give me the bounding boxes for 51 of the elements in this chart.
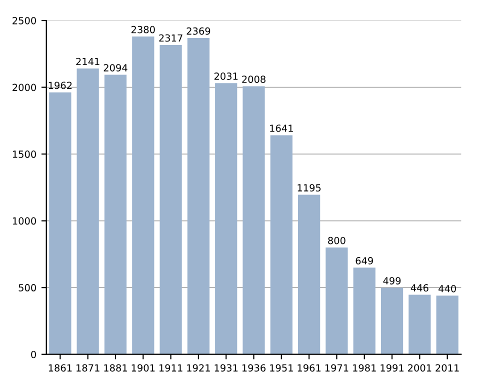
x-tick-label: 1881: [104, 364, 127, 372]
data-label: 1962: [48, 82, 72, 90]
data-label: 446: [410, 284, 428, 292]
bar: [270, 135, 292, 354]
bar: [242, 86, 265, 354]
data-label: 2380: [131, 26, 155, 34]
x-tick-label: 2001: [408, 364, 432, 372]
x-tick-label: 1861: [48, 364, 72, 372]
bar: [104, 74, 127, 354]
y-tick-label: 1500: [12, 150, 36, 158]
x-tick-label: 2011: [436, 364, 459, 372]
x-tick-label: 1911: [159, 364, 182, 372]
x-tick-label: 1931: [214, 364, 238, 372]
data-label: 2369: [186, 27, 210, 35]
data-label: 2317: [159, 34, 182, 42]
x-tick-label: 1971: [325, 364, 348, 372]
y-tick-label: 1000: [12, 217, 36, 225]
bar: [353, 268, 376, 354]
y-tick-label: 0: [31, 350, 36, 358]
x-tick-label: 1936: [242, 364, 266, 372]
x-tick-label: 1981: [353, 364, 376, 372]
data-label: 440: [438, 284, 456, 292]
bar: [160, 44, 182, 354]
bar: [326, 248, 348, 354]
data-label: 1641: [270, 124, 293, 132]
data-label: 2031: [214, 72, 238, 80]
y-tick-label: 500: [18, 284, 36, 292]
bar: [436, 296, 458, 354]
data-label: 2008: [242, 76, 266, 83]
bar: [215, 83, 238, 354]
x-tick-label: 1871: [76, 364, 100, 372]
data-label: 499: [383, 277, 401, 284]
bar: [132, 36, 154, 354]
x-tick-label: 1951: [270, 364, 293, 372]
bar: [49, 92, 72, 354]
x-tick-label: 1961: [298, 364, 321, 372]
data-label: 2094: [104, 64, 128, 72]
data-label: 1195: [298, 184, 321, 192]
x-tick-label: 1921: [187, 364, 210, 372]
data-label: 2141: [76, 58, 100, 66]
bar: [76, 68, 99, 354]
bar: [408, 294, 431, 354]
x-tick-label: 1901: [132, 364, 155, 372]
data-label: 649: [356, 257, 373, 264]
data-label: 800: [328, 236, 346, 244]
y-tick-label: 2000: [12, 84, 36, 92]
bar: [380, 288, 404, 354]
y-tick-label: 2500: [12, 16, 36, 24]
bar: [187, 38, 210, 354]
bar: [298, 194, 320, 354]
x-tick-label: 1991: [380, 364, 404, 372]
